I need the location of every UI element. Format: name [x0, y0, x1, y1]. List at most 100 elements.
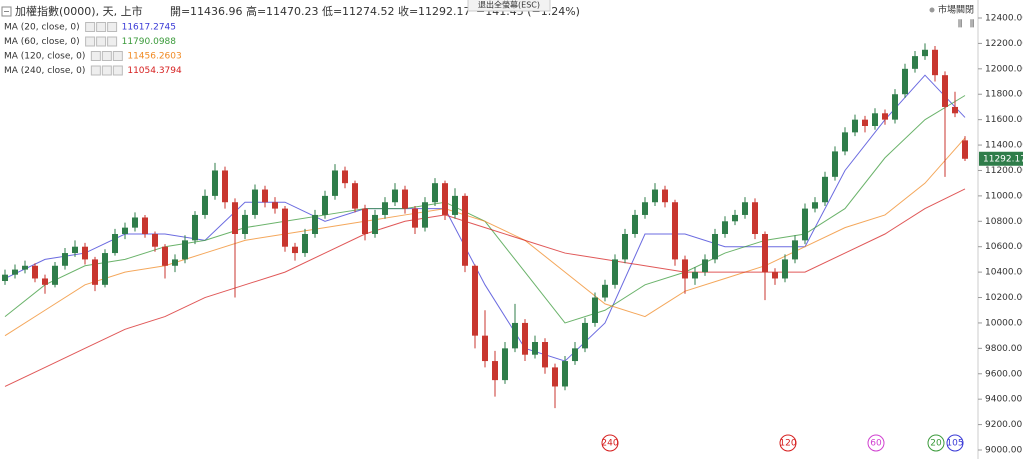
candle-body	[292, 246, 298, 254]
candle-body	[212, 170, 218, 196]
candle-body	[912, 56, 918, 69]
y-tick-label: 9200.00	[985, 420, 1022, 430]
candle-body	[642, 202, 648, 215]
candle-body	[672, 202, 678, 260]
legend-button[interactable]	[101, 65, 112, 76]
y-tick-label: 10200.00	[985, 293, 1023, 303]
legend-value: 11054.3794	[127, 66, 182, 76]
candle-body	[192, 214, 198, 241]
candle-body	[12, 269, 18, 275]
y-tick-label: 11600.00	[985, 115, 1023, 125]
candle-body	[722, 221, 728, 234]
legend-button[interactable]	[107, 36, 118, 47]
candle-body	[432, 183, 438, 203]
event-label: 20	[930, 439, 942, 449]
y-tick-label: 12200.00	[985, 39, 1023, 49]
event-marker[interactable]	[927, 434, 945, 452]
candle-body	[382, 202, 388, 215]
candle-body	[532, 342, 538, 355]
ohlc-label: 低=	[322, 5, 342, 18]
candle-body	[502, 348, 508, 381]
candle-body	[692, 272, 698, 279]
candle-body	[662, 189, 668, 203]
candle-body	[62, 253, 68, 266]
candle-body	[482, 335, 488, 362]
candle-body	[812, 202, 818, 209]
candle-body	[492, 361, 498, 381]
last-price-box	[979, 151, 1023, 166]
toolbar-icon[interactable]: ⫼	[970, 19, 974, 30]
candle-body	[322, 195, 328, 215]
candle-body	[122, 227, 128, 234]
candle-body	[792, 240, 798, 260]
status-dot	[929, 7, 935, 13]
candle-body	[632, 214, 638, 234]
legend-button[interactable]	[96, 22, 107, 32]
legend-button[interactable]	[90, 65, 101, 76]
candle-body	[882, 113, 888, 120]
legend-button[interactable]	[96, 36, 107, 47]
candle-body	[892, 94, 898, 120]
candle-body	[462, 195, 468, 266]
candle-body	[602, 284, 608, 298]
legend-value: 11456.2603	[127, 52, 181, 62]
candle-body	[22, 265, 28, 270]
y-tick-label: 9400.00	[985, 395, 1022, 405]
candle-body	[372, 214, 378, 234]
candle-body	[132, 217, 138, 228]
legend-button[interactable]	[101, 51, 112, 61]
legend-value: 11790.0988	[122, 37, 177, 47]
y-tick-label: 10600.00	[985, 242, 1023, 252]
toolbar-icon[interactable]: ⫼	[958, 19, 962, 30]
event-label: 105	[946, 439, 963, 449]
ohlc-value: 11292.17	[418, 5, 471, 18]
candle-body	[172, 259, 178, 266]
candle-body	[112, 234, 118, 254]
exit-hint[interactable]: 退出全螢幕(ESC)	[478, 0, 540, 10]
candle-body	[162, 246, 168, 266]
legend-button[interactable]	[90, 51, 101, 61]
candle-body	[442, 183, 448, 215]
legend-button[interactable]	[85, 36, 96, 47]
exit-hint-box[interactable]	[467, 0, 551, 12]
legend-name: MA (60, close, 0)	[4, 37, 80, 47]
candle-body	[332, 170, 338, 196]
candle-body	[422, 202, 428, 228]
candle-body	[962, 140, 968, 159]
candle-body	[472, 265, 478, 336]
candle-body	[932, 49, 938, 76]
ohlc-label: 收=	[398, 4, 418, 18]
candle-body	[72, 246, 78, 254]
candle-body	[202, 195, 208, 215]
legend-button[interactable]	[112, 65, 123, 76]
y-tick-label: 10000.00	[985, 318, 1023, 328]
candle-body	[512, 322, 518, 349]
event-marker[interactable]	[779, 434, 797, 452]
candle-body	[412, 208, 418, 228]
ohlc-label: 開=	[170, 5, 190, 18]
y-tick-label: 11400.00	[985, 141, 1023, 151]
candle-body	[82, 246, 88, 260]
candle-body	[282, 208, 288, 247]
candle-body	[682, 259, 688, 279]
event-marker[interactable]	[601, 434, 619, 452]
legend-name: MA (240, close, 0)	[4, 66, 85, 76]
event-marker[interactable]	[867, 434, 885, 452]
ohlc-value: 11436.96	[190, 5, 243, 18]
y-tick-label: 12400.00	[985, 14, 1023, 24]
candle-body	[522, 322, 528, 355]
legend-button[interactable]	[85, 22, 96, 32]
legend-button[interactable]	[112, 51, 123, 61]
candle-body	[152, 234, 158, 247]
candle-body	[732, 214, 738, 222]
candle-body	[182, 240, 188, 260]
candle-body	[922, 49, 928, 57]
candle-body	[302, 234, 308, 254]
legend-button[interactable]	[107, 22, 118, 32]
candle-body	[832, 151, 838, 177]
event-marker[interactable]	[946, 434, 964, 452]
event-label: 60	[870, 439, 882, 449]
collapse-icon[interactable]	[1, 6, 12, 17]
candle-body	[2, 274, 8, 282]
